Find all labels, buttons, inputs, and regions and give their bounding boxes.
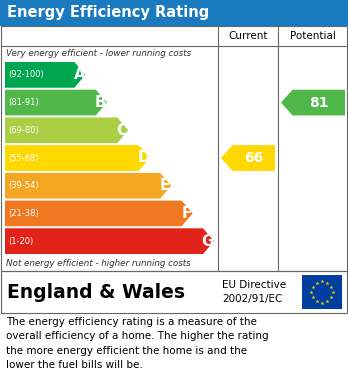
Text: (55-68): (55-68) <box>8 154 39 163</box>
Polygon shape <box>281 90 345 115</box>
Text: 81: 81 <box>309 95 329 109</box>
Bar <box>1 26 347 271</box>
Text: (92-100): (92-100) <box>8 70 44 79</box>
Polygon shape <box>221 145 275 171</box>
Polygon shape <box>5 145 150 171</box>
Text: Potential: Potential <box>290 31 336 41</box>
Text: F: F <box>181 206 192 221</box>
Text: 66: 66 <box>244 151 263 165</box>
Polygon shape <box>5 228 214 254</box>
Text: G: G <box>202 234 214 249</box>
Bar <box>1 271 347 313</box>
Text: Very energy efficient - lower running costs: Very energy efficient - lower running co… <box>6 50 191 59</box>
Polygon shape <box>5 201 192 226</box>
Bar <box>302 275 342 309</box>
Text: EU Directive: EU Directive <box>222 280 286 290</box>
Text: A: A <box>73 67 85 83</box>
Text: Energy Efficiency Rating: Energy Efficiency Rating <box>7 5 209 20</box>
Text: (69-80): (69-80) <box>8 126 39 135</box>
Polygon shape <box>5 173 171 199</box>
Polygon shape <box>5 62 85 88</box>
Polygon shape <box>5 117 128 143</box>
Text: (1-20): (1-20) <box>8 237 33 246</box>
Text: E: E <box>160 178 170 193</box>
Text: D: D <box>137 151 150 165</box>
Text: The energy efficiency rating is a measure of the
overall efficiency of a home. T: The energy efficiency rating is a measur… <box>6 317 269 370</box>
Text: England & Wales: England & Wales <box>7 283 185 301</box>
Text: (39-54): (39-54) <box>8 181 39 190</box>
Text: Not energy efficient - higher running costs: Not energy efficient - higher running co… <box>6 259 191 268</box>
Text: (21-38): (21-38) <box>8 209 39 218</box>
Text: C: C <box>117 123 128 138</box>
Text: 2002/91/EC: 2002/91/EC <box>222 294 282 304</box>
Bar <box>0 0 348 26</box>
Text: Current: Current <box>228 31 268 41</box>
Text: (81-91): (81-91) <box>8 98 39 107</box>
Polygon shape <box>5 90 107 115</box>
Text: B: B <box>95 95 106 110</box>
